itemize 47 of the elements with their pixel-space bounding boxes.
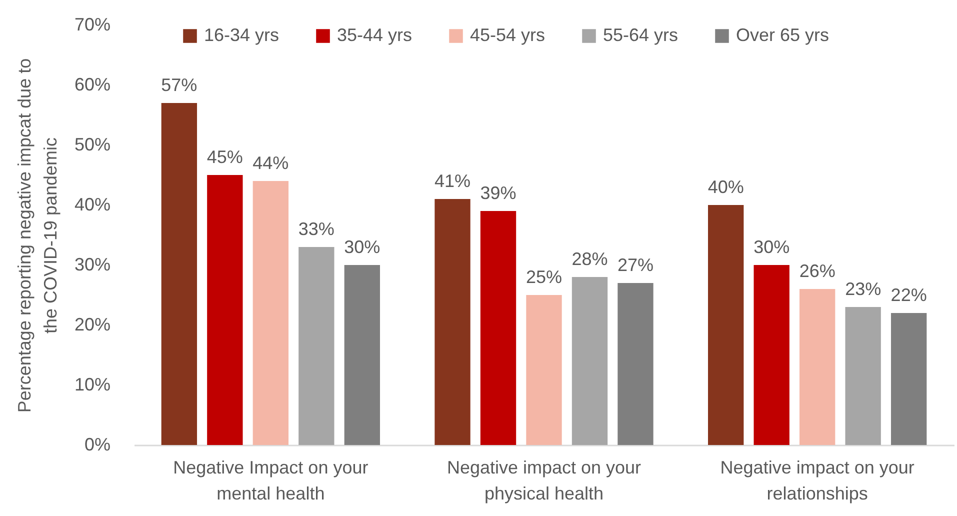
data-label: 30% <box>754 237 790 257</box>
data-label: 39% <box>480 183 516 203</box>
bar <box>207 175 243 445</box>
data-label: 41% <box>434 171 471 191</box>
data-label: 44% <box>252 153 289 173</box>
bar <box>845 307 881 445</box>
bar <box>754 265 790 445</box>
data-label: 57% <box>161 75 198 95</box>
bar <box>799 289 836 445</box>
data-label: 22% <box>890 285 927 305</box>
y-tick-label: 50% <box>74 134 110 154</box>
data-label: 28% <box>572 249 608 269</box>
y-tick-label: 70% <box>74 14 110 34</box>
legend-label: 35-44 yrs <box>337 25 412 45</box>
bar <box>708 205 744 445</box>
y-tick-label: 10% <box>74 374 110 394</box>
data-label: 26% <box>799 261 836 281</box>
bar <box>252 181 289 445</box>
bar <box>572 277 608 445</box>
legend-label: 45-54 yrs <box>470 25 546 45</box>
x-tick-label: Negative impact on your relationships <box>720 458 914 504</box>
bar <box>890 313 927 445</box>
x-tick-label: Negative impact on your physical health <box>446 458 642 504</box>
bar <box>161 103 198 445</box>
legend-label: Over 65 yrs <box>736 25 830 45</box>
data-label: 23% <box>845 279 882 299</box>
data-label: 40% <box>708 177 744 197</box>
legend-label: 55-64 yrs <box>603 25 678 45</box>
bar <box>434 199 470 445</box>
bar <box>480 211 516 445</box>
legend-label: 16-34 yrs <box>204 25 280 45</box>
y-axis-title: Percentage reporting negative impcat due to the COVID-19 pandemic <box>14 58 60 413</box>
bar <box>344 265 380 445</box>
y-tick-label: 60% <box>74 74 110 94</box>
bar <box>526 295 562 445</box>
data-label: 33% <box>298 219 334 239</box>
y-tick-label: 30% <box>74 254 110 274</box>
bar <box>298 247 334 445</box>
data-label: 45% <box>206 147 243 167</box>
bar <box>618 283 654 445</box>
y-tick-label: 20% <box>74 314 110 334</box>
data-label: 30% <box>344 237 380 257</box>
data-label: 25% <box>526 267 562 287</box>
x-tick-label: Negative Impact on your mental health <box>173 458 368 504</box>
y-tick-label: 40% <box>74 194 110 214</box>
y-tick-label: 0% <box>84 434 110 454</box>
data-label: 27% <box>617 255 654 275</box>
